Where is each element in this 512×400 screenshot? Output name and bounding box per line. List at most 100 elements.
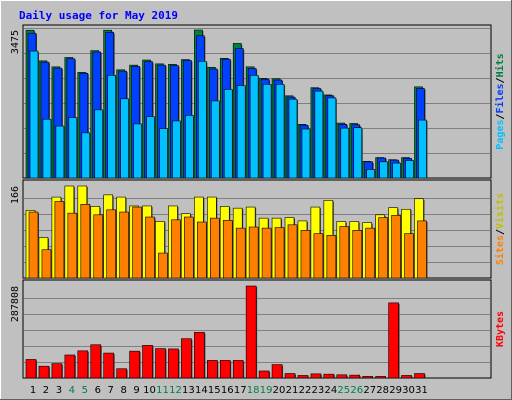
bar-sites-day-18 [248, 226, 259, 279]
bar-kbytes-day-18 [245, 285, 257, 379]
bar-kbytes-day-31 [414, 373, 425, 379]
bar-sites-day-29 [391, 215, 401, 279]
bar-sites-day-28 [378, 217, 388, 279]
day-label-18: 18 [247, 385, 260, 396]
bar-kbytes-day-16 [219, 360, 231, 379]
day-label-10: 10 [143, 385, 156, 396]
bar-sites-day-30 [404, 233, 414, 279]
bar-kbytes-day-19 [258, 370, 270, 379]
bar-pages-day-3 [55, 125, 65, 179]
day-label-19: 19 [260, 385, 273, 396]
bar-pages-day-25 [340, 127, 350, 179]
day-label-13: 13 [182, 385, 195, 396]
day-label-27: 27 [363, 385, 376, 396]
legend-pages: Pages [495, 120, 506, 150]
bar-kbytes-day-17 [232, 360, 244, 379]
day-label-7: 7 [108, 385, 114, 396]
bar-kbytes-day-22 [297, 375, 309, 379]
panel-kb-max-label: 287808 [10, 286, 21, 322]
bar-sites-day-31 [417, 220, 427, 279]
bar-pages-day-11 [159, 128, 168, 179]
bar-pages-day-24 [327, 97, 337, 179]
day-label-14: 14 [195, 385, 208, 396]
bar-pages-day-17 [236, 85, 246, 179]
bar-sites-day-19 [261, 227, 272, 279]
bar-pages-day-31 [418, 119, 427, 179]
bar-sites-day-27 [365, 227, 376, 279]
day-label-3: 3 [56, 385, 62, 396]
day-label-6: 6 [95, 385, 101, 396]
day-label-20: 20 [273, 385, 286, 396]
day-label-12: 12 [169, 385, 182, 396]
day-label-31: 31 [415, 385, 428, 396]
series-sites [28, 201, 428, 279]
bar-kbytes-day-14 [194, 331, 205, 379]
bar-kbytes-day-24 [323, 373, 335, 379]
day-label-4: 4 [69, 385, 75, 396]
bar-sites-day-11 [158, 252, 168, 279]
bar-kbytes-day-26 [349, 374, 361, 379]
bar-sites-day-4 [67, 212, 78, 279]
legend-files: Files [494, 83, 506, 113]
bar-pages-day-20 [275, 84, 285, 179]
bar-kbytes-day-11 [155, 348, 166, 379]
day-label-22: 22 [299, 385, 312, 396]
bar-sites-day-21 [287, 224, 298, 279]
bar-kbytes-day-21 [284, 373, 296, 379]
bar-kbytes-day-3 [51, 363, 63, 379]
bar-kbytes-day-4 [64, 354, 76, 379]
bar-sites-day-23 [313, 233, 324, 279]
bar-sites-day-5 [80, 203, 91, 279]
bar-sites-day-9 [132, 206, 142, 279]
bar-sites-day-3 [54, 201, 65, 279]
bar-pages-day-2 [42, 118, 52, 179]
bar-pages-day-22 [301, 128, 311, 179]
bar-pages-day-18 [249, 75, 259, 179]
chart-title: Daily usage for May 2019 [19, 9, 178, 22]
legend-visits: Visits [494, 193, 506, 229]
day-label-9: 9 [133, 385, 139, 396]
bar-pages-day-14 [198, 61, 207, 179]
bar-sites-day-13 [184, 216, 194, 279]
day-label-25: 25 [337, 385, 350, 396]
bar-sites-day-1 [28, 211, 39, 279]
series-kbytes [25, 285, 426, 379]
bar-pages-day-9 [133, 123, 142, 179]
bar-pages-day-30 [405, 160, 414, 179]
day-label-24: 24 [324, 385, 337, 396]
bar-pages-day-1 [29, 50, 39, 179]
bar-kbytes-day-23 [310, 373, 322, 379]
bar-kbytes-day-6 [90, 344, 102, 379]
bar-pages-day-27 [366, 169, 376, 179]
bar-sites-day-26 [352, 230, 363, 279]
bar-kbytes-day-27 [362, 376, 374, 379]
day-label-29: 29 [389, 385, 402, 396]
panel-kb-legend: KBytes [495, 311, 506, 347]
bar-kbytes-day-25 [336, 374, 348, 379]
bar-pages-day-12 [172, 120, 181, 179]
day-label-30: 30 [402, 385, 415, 396]
bar-sites-day-24 [326, 235, 337, 279]
bar-kbytes-day-1 [25, 359, 37, 379]
bar-sites-day-14 [197, 221, 207, 279]
bar-kbytes-day-15 [207, 360, 218, 379]
day-label-21: 21 [286, 385, 299, 396]
legend-separator: / [495, 114, 506, 120]
bar-pages-day-21 [288, 98, 298, 179]
bar-kbytes-day-10 [142, 345, 153, 379]
bar-pages-day-13 [185, 115, 194, 179]
bar-pages-day-19 [262, 84, 272, 179]
panel-vs-max-label: 166 [10, 186, 21, 204]
bar-pages-day-28 [379, 161, 388, 179]
panel-vs: 166 Sites/Visits [10, 179, 506, 279]
bar-pages-day-7 [107, 75, 116, 179]
bar-sites-day-16 [222, 220, 233, 279]
bar-kbytes-day-9 [129, 350, 140, 379]
bar-pages-day-15 [211, 100, 220, 179]
day-label-11: 11 [156, 385, 169, 396]
bar-kbytes-day-28 [375, 376, 386, 379]
day-label-2: 2 [43, 385, 49, 396]
